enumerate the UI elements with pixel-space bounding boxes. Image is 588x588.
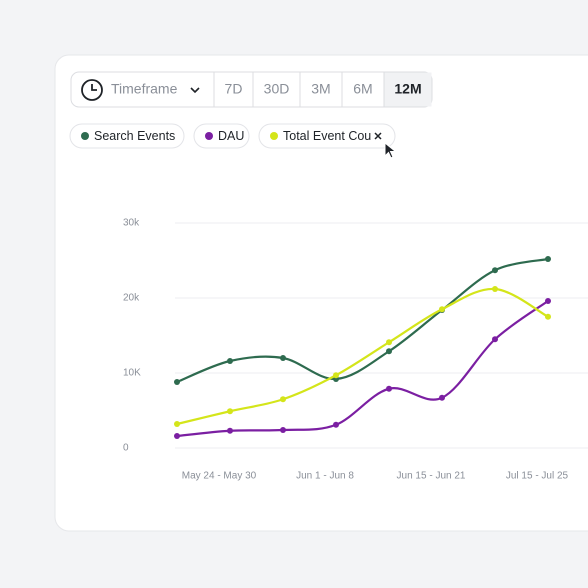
data-point — [280, 355, 286, 361]
filter-chip[interactable] — [69, 123, 185, 149]
data-point — [227, 408, 233, 415]
selected-range-bg — [384, 72, 432, 107]
data-point — [280, 396, 286, 403]
range-button[interactable]: 3M — [311, 81, 330, 97]
data-point — [545, 298, 551, 304]
filter-chip[interactable] — [258, 123, 396, 149]
legend-dot — [205, 132, 213, 140]
range-button[interactable]: 30D — [264, 81, 290, 97]
legend-label: Total Event Cou — [283, 129, 371, 143]
data-point — [545, 313, 551, 320]
data-point — [227, 358, 233, 364]
chevron[interactable] — [190, 87, 200, 94]
cursor — [384, 141, 397, 159]
legend-dot — [270, 132, 278, 140]
filter-chip[interactable] — [193, 123, 250, 149]
data-point — [174, 379, 180, 385]
clock-icon — [81, 79, 103, 101]
y-tick-label: 20k — [123, 293, 140, 304]
data-point — [492, 336, 498, 343]
data-point — [333, 372, 339, 379]
legend-dot — [81, 132, 89, 140]
y-tick-label: 10K — [123, 368, 141, 379]
data-point — [386, 385, 392, 392]
x-tick-label: May 24 - May 30 — [182, 471, 257, 482]
data-point — [174, 421, 180, 427]
y-tick-label: 0 — [123, 443, 129, 454]
data-point — [492, 267, 498, 274]
x-tick-label: Jun 1 - Jun 8 — [296, 471, 354, 482]
series-line — [176, 287, 549, 426]
data-point — [280, 427, 286, 433]
data-point — [545, 256, 551, 262]
series-line — [176, 300, 549, 438]
legend-label: DAU — [218, 129, 244, 143]
data-point — [386, 348, 392, 355]
data-point — [439, 306, 445, 313]
timeframe-label[interactable]: Timeframe — [111, 81, 178, 97]
y-tick-label: 30k — [123, 218, 140, 229]
data-point — [492, 286, 498, 292]
range-button[interactable]: 7D — [225, 81, 243, 97]
x-tick-label: Jul 15 - Jul 25 — [506, 471, 569, 482]
card — [54, 54, 588, 532]
data-point — [386, 339, 392, 346]
data-point — [174, 433, 180, 439]
range-button[interactable]: 12M — [394, 81, 421, 97]
legend-label: Search Events — [94, 129, 175, 143]
range-button[interactable]: 6M — [353, 81, 372, 97]
data-point — [333, 421, 339, 428]
data-point — [439, 394, 445, 401]
x-tick-label: Jun 15 - Jun 21 — [397, 471, 466, 482]
data-point — [227, 427, 233, 434]
remove-icon[interactable] — [374, 132, 382, 140]
series-line — [176, 257, 549, 384]
